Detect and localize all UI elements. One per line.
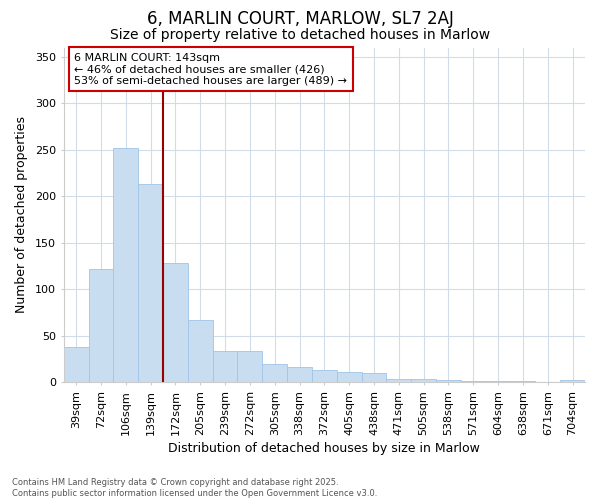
Bar	[312, 370, 337, 382]
Bar	[287, 368, 312, 382]
Bar	[411, 378, 436, 382]
Text: 6 MARLIN COURT: 143sqm
← 46% of detached houses are smaller (426)
53% of semi-de: 6 MARLIN COURT: 143sqm ← 46% of detached…	[74, 52, 347, 86]
Bar	[262, 364, 287, 382]
Bar	[113, 148, 138, 382]
Text: Size of property relative to detached houses in Marlow: Size of property relative to detached ho…	[110, 28, 490, 42]
Bar	[238, 350, 262, 382]
Y-axis label: Number of detached properties: Number of detached properties	[15, 116, 28, 314]
Bar	[188, 320, 212, 382]
Bar	[89, 269, 113, 382]
Bar	[436, 380, 461, 382]
Bar	[337, 372, 362, 382]
Bar	[560, 380, 585, 382]
Bar	[64, 347, 89, 382]
X-axis label: Distribution of detached houses by size in Marlow: Distribution of detached houses by size …	[169, 442, 480, 455]
Bar	[138, 184, 163, 382]
Bar	[163, 264, 188, 382]
Bar	[386, 378, 411, 382]
Bar	[362, 373, 386, 382]
Text: 6, MARLIN COURT, MARLOW, SL7 2AJ: 6, MARLIN COURT, MARLOW, SL7 2AJ	[146, 10, 454, 28]
Bar	[212, 350, 238, 382]
Text: Contains HM Land Registry data © Crown copyright and database right 2025.
Contai: Contains HM Land Registry data © Crown c…	[12, 478, 377, 498]
